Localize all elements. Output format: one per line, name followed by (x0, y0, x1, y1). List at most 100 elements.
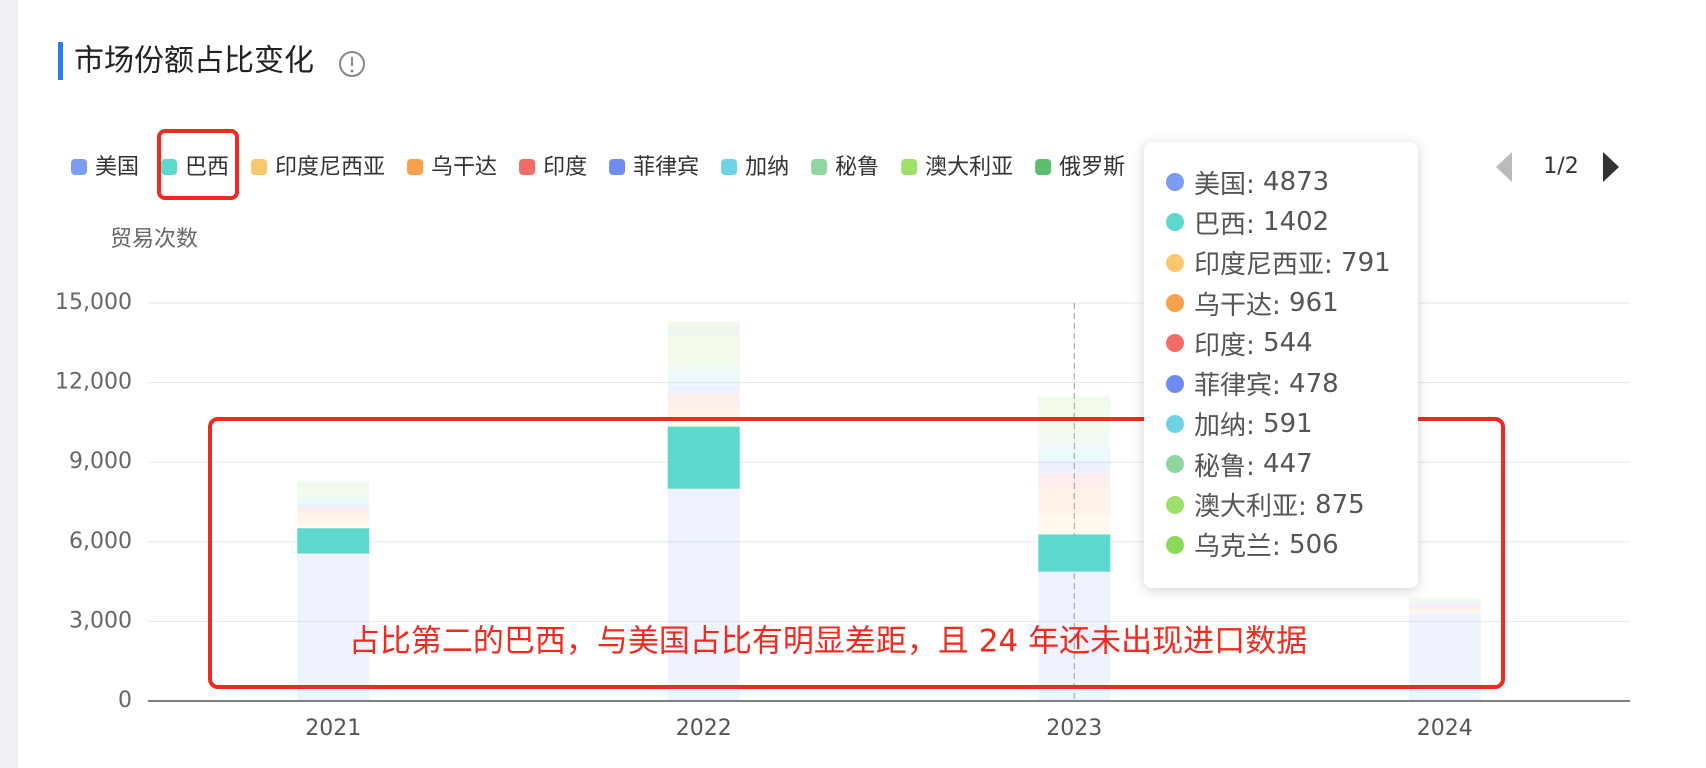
bar-segment (1038, 396, 1111, 411)
bar-segment (297, 503, 370, 509)
bar-segment (297, 493, 370, 498)
bar-segment (1408, 608, 1481, 611)
bar-segment (667, 417, 740, 427)
y-tick-label: 9,000 (69, 449, 132, 474)
bar-segment (667, 393, 740, 407)
tooltip-value: 478 (1289, 368, 1339, 399)
annotation: 占比第二的巴西，与美国占比有明显差距，且 24 年还未出现进口数据 (349, 624, 1307, 660)
tooltip: 美国4873巴西1402印度尼西亚791乌干达961印度544菲律宾478加纳5… (1144, 142, 1418, 588)
legend-label: 澳大利亚 (925, 155, 1013, 180)
title-bar (58, 42, 63, 80)
tooltip-row: 乌克兰506 (1166, 525, 1418, 565)
tooltip-dot (1166, 455, 1184, 474)
tooltip-value: 447 (1263, 449, 1313, 480)
bar-segment (1408, 610, 1481, 614)
legend-swatch (71, 159, 87, 175)
legend-swatch (407, 159, 424, 175)
legend-next[interactable] (1603, 152, 1619, 182)
legend-swatch (519, 159, 536, 175)
bar-segment (1038, 445, 1111, 461)
bar-segment (667, 321, 740, 328)
tooltip-row: 美国4873 (1166, 162, 1418, 202)
bar-segment (297, 521, 370, 529)
legend-label: 俄罗斯 (1059, 155, 1125, 180)
legend-swatch (721, 159, 738, 175)
side-strip (0, 0, 18, 768)
bar-segment (1038, 571, 1111, 701)
tooltip-value: 875 (1315, 489, 1365, 520)
legend-page: 1/2 (1543, 154, 1578, 179)
legend-swatch (609, 159, 626, 175)
bar-segment (667, 335, 740, 365)
bar-segment (1038, 534, 1111, 572)
tooltip-dot (1166, 213, 1184, 232)
bar-segment (297, 481, 370, 484)
tooltip-dot (1166, 374, 1184, 393)
x-tick-label: 2022 (676, 716, 732, 741)
bar-segment (1408, 601, 1481, 604)
tooltip-row: 乌干达961 (1166, 283, 1418, 323)
legend-swatch (161, 159, 178, 175)
tooltip-name: 菲律宾 (1194, 365, 1289, 402)
tooltip-dot (1166, 535, 1184, 554)
y-axis-label: 贸易次数 (110, 227, 198, 252)
bar-segment (1408, 605, 1481, 609)
highlight-box (157, 129, 239, 200)
tooltip-name: 美国 (1194, 164, 1263, 201)
legend-label: 菲律宾 (633, 155, 699, 180)
bar-segment (667, 406, 740, 418)
tooltip-row: 巴西1402 (1166, 202, 1418, 242)
bar-segment (667, 327, 740, 336)
bar-segment (297, 528, 370, 554)
info-icon-dot (350, 69, 354, 73)
legend-prev[interactable] (1496, 152, 1512, 182)
tooltip-row: 加纳591 (1166, 404, 1418, 444)
tooltip-name: 乌克兰 (1194, 526, 1289, 563)
tooltip-value: 791 (1341, 247, 1391, 278)
legend-label: 印度 (543, 155, 587, 180)
legend-label: 巴西 (185, 155, 229, 180)
x-tick-label: 2021 (305, 716, 361, 741)
bar-segment (1408, 603, 1481, 606)
tooltip-row: 印度尼西亚791 (1166, 243, 1418, 283)
bar-segment (1038, 410, 1111, 434)
legend-swatch (901, 159, 918, 175)
bar-segment (297, 497, 370, 504)
legend-label: 印度尼西亚 (275, 155, 385, 180)
info-icon[interactable] (339, 51, 365, 77)
bar-segment (1038, 460, 1111, 474)
tooltip-dot (1166, 173, 1184, 192)
y-tick-label: 15,000 (55, 290, 132, 315)
y-tick-label: 3,000 (69, 608, 132, 633)
tooltip-row: 菲律宾478 (1166, 363, 1418, 403)
tooltip-value: 961 (1289, 288, 1339, 319)
bar-segment (297, 483, 370, 487)
tooltip-value: 4873 (1263, 167, 1330, 198)
bar-segment (1038, 433, 1111, 446)
legend-label: 秘鲁 (835, 155, 879, 180)
tooltip-row: 印度544 (1166, 323, 1418, 363)
y-tick-label: 6,000 (69, 529, 132, 554)
x-tick-label: 2024 (1417, 716, 1473, 741)
legend-label: 加纳 (745, 155, 789, 180)
tooltip-name: 印度 (1194, 325, 1263, 362)
bar-segment (297, 486, 370, 494)
tooltip-dot (1166, 294, 1184, 313)
bar-segment (667, 488, 740, 701)
tooltip-value: 1402 (1263, 207, 1330, 238)
bar-segment (1038, 473, 1111, 489)
annotation-box (208, 417, 1505, 689)
x-tick-label: 2023 (1046, 716, 1102, 741)
legend-label: 美国 (95, 155, 139, 180)
tooltip-dot (1166, 334, 1184, 353)
bar-segment (1408, 600, 1481, 602)
tooltip-name: 加纳 (1194, 405, 1263, 442)
bar-segment (667, 373, 740, 386)
legend-label: 乌干达 (431, 155, 497, 180)
tooltip-dot (1166, 414, 1184, 433)
bar-segment (1408, 597, 1481, 601)
bar-segment (667, 426, 740, 489)
bar-segment (297, 508, 370, 514)
bar-segment (297, 553, 370, 701)
